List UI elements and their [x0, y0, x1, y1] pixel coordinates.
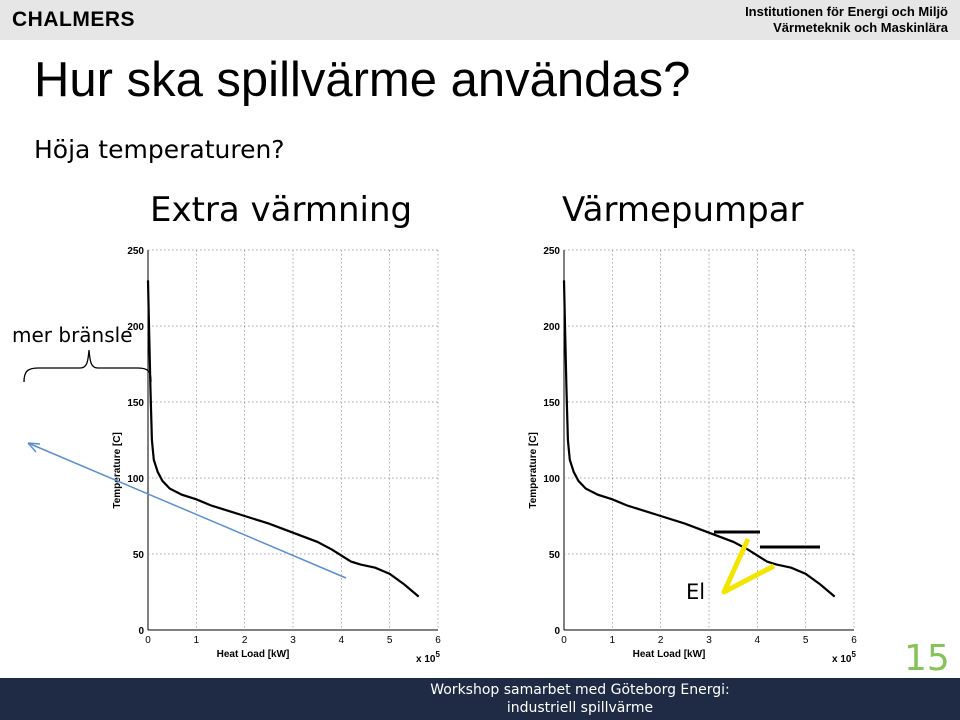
- x-tick-label: 6: [851, 635, 857, 646]
- footer-line-1: Workshop samarbet med Göteborg Energi:: [430, 682, 730, 698]
- x-tick-label: 1: [194, 635, 200, 646]
- y-tick-label: 150: [543, 398, 560, 409]
- x-tick-label: 0: [561, 635, 567, 646]
- x-multiplier: x 105: [416, 650, 440, 665]
- y-tick-label: 200: [127, 322, 144, 333]
- right-heading: Värmepumpar: [562, 190, 804, 230]
- temperature-curve: [146, 280, 420, 598]
- chart-extra-varmning: 0 1 2 3 4 5 6 0 50 100 150 200 250 Heat Load [kW] Temp…: [112, 246, 441, 665]
- x-tick-label: 5: [803, 635, 809, 646]
- arrow-line: [27, 442, 347, 579]
- y-tick-label: 250: [543, 246, 560, 257]
- institution-line-1: Institutionen för Energi och Miljö: [745, 4, 948, 19]
- x-tick-label: 3: [706, 635, 712, 646]
- side-label: mer bränsle: [12, 323, 133, 347]
- footer: Workshop samarbet med Göteborg Energi: i…: [0, 678, 960, 720]
- header-band: [0, 0, 960, 40]
- x-axis-label: Heat Load [kW]: [217, 649, 290, 660]
- slide-subtitle: Höja temperaturen?: [34, 135, 285, 164]
- x-tick-label: 3: [290, 635, 296, 646]
- y-tick-label: 250: [127, 246, 144, 257]
- el-label: El: [686, 580, 706, 604]
- x-multiplier: x 105: [832, 650, 856, 665]
- y-tick-label: 150: [127, 398, 144, 409]
- x-tick-label: 2: [658, 635, 664, 646]
- y-axis-label: Temperature [C]: [528, 432, 539, 509]
- x-tick-label: 0: [145, 635, 151, 646]
- chart-varmepumpar: 0 1 2 3 4 5 6 0 50 100 150 200 250 Heat Load [kW] Temp…: [528, 246, 857, 665]
- x-tick-label: 4: [755, 635, 761, 646]
- y-tick-label: 0: [554, 626, 560, 637]
- y-tick-label: 200: [543, 322, 560, 333]
- x-tick-label: 4: [339, 635, 345, 646]
- temperature-curve: [562, 280, 836, 598]
- footer-line-2: industriell spillvärme: [506, 700, 654, 716]
- x-tick-label: 2: [242, 635, 248, 646]
- x-axis-label: Heat Load [kW]: [633, 649, 706, 660]
- el-arrows: [721, 537, 776, 595]
- y-tick-label: 50: [549, 550, 561, 561]
- x-tick-label: 5: [387, 635, 393, 646]
- y-tick-label: 100: [543, 474, 560, 485]
- curly-brace: [23, 349, 152, 383]
- slide-title: Hur ska spillvärme användas?: [34, 53, 691, 107]
- chalmers-logo: CHALMERS: [12, 8, 135, 31]
- x-tick-label: 6: [435, 635, 441, 646]
- page-number: 15: [904, 638, 950, 679]
- y-tick-label: 50: [133, 550, 145, 561]
- left-heading: Extra värmning: [150, 190, 413, 230]
- y-tick-label: 100: [127, 474, 144, 485]
- institution-name: Institutionen för Energi och Miljö Värme…: [745, 4, 948, 36]
- y-axis-label: Temperature [C]: [112, 432, 123, 509]
- x-tick-label: 1: [610, 635, 616, 646]
- arrow-head: [27, 442, 41, 453]
- y-tick-label: 0: [138, 626, 144, 637]
- institution-line-2: Värmeteknik och Maskinlära: [773, 20, 948, 35]
